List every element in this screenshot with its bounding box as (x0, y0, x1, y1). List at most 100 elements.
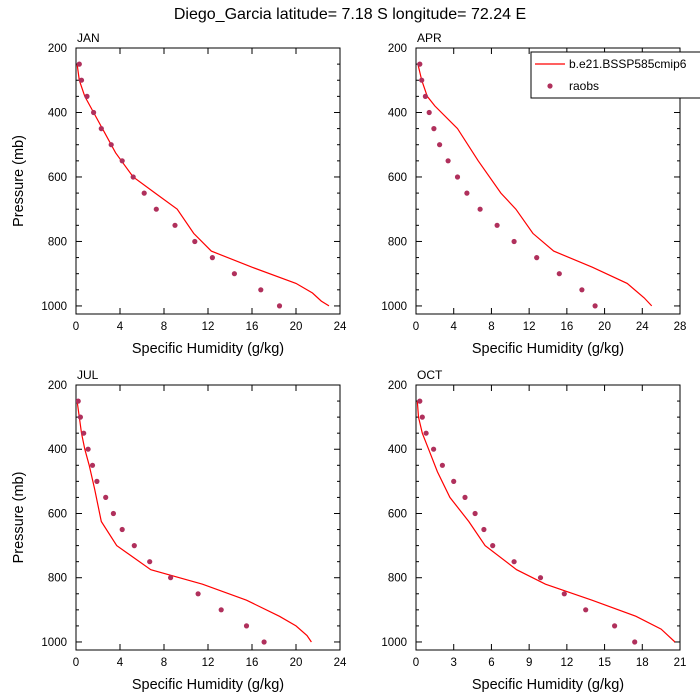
obs-point (431, 126, 437, 132)
obs-point (417, 398, 423, 404)
panel-label: JUL (77, 368, 99, 382)
obs-point (243, 623, 250, 629)
y-tick-label: 400 (388, 107, 407, 119)
x-axis-title: Specific Humidity (g/kg) (472, 677, 624, 693)
obs-point (612, 623, 618, 629)
obs-point (417, 61, 423, 67)
x-tick-label: 16 (246, 321, 259, 333)
obs-point (168, 575, 174, 581)
obs-point (209, 255, 215, 261)
obs-point (218, 607, 224, 613)
y-tick-label: 1000 (41, 637, 67, 649)
x-tick-label: 9 (526, 657, 532, 669)
x-axis-title: Specific Humidity (g/kg) (472, 341, 624, 357)
x-tick-label: 18 (636, 657, 649, 669)
panel-label: APR (417, 31, 442, 45)
x-tick-label: 12 (202, 657, 215, 669)
obs-point (85, 446, 91, 452)
x-tick-label: 15 (598, 657, 611, 669)
legend-box (530, 51, 700, 99)
panel-apr: APR 0 4 8 12 16 20 24 28 200 400 600 800 1000 Specific… (381, 31, 686, 357)
obs-point (439, 462, 445, 468)
y-tick-label: 200 (388, 43, 407, 55)
obs-point (534, 255, 540, 261)
obs-point (76, 61, 82, 67)
x-tick-label: 6 (488, 657, 494, 669)
obs-point (78, 77, 85, 83)
obs-point (437, 142, 443, 148)
x-axis-title: Specific Humidity (g/kg) (132, 677, 284, 693)
obs-point (556, 271, 562, 277)
x-tick-label: 0 (73, 321, 79, 333)
obs-point (431, 446, 437, 452)
obs-point (76, 398, 81, 404)
plot-frame (415, 384, 681, 651)
y-tick-label: 400 (48, 444, 67, 456)
obs-point (632, 639, 638, 645)
obs-point (89, 462, 96, 468)
data-area (417, 61, 653, 309)
obs-point (276, 303, 283, 309)
x-tick-label: 4 (451, 321, 458, 333)
obs-point (583, 607, 589, 613)
panel-label: OCT (417, 368, 443, 382)
panel-label: JAN (77, 31, 100, 45)
y-tick-label: 200 (48, 43, 67, 55)
obs-point (119, 526, 125, 533)
obs-point (119, 158, 125, 164)
obs-point (84, 93, 90, 99)
y-tick-label: 600 (388, 508, 407, 520)
x-tick-label: 16 (560, 321, 573, 333)
x-tick-label: 24 (334, 321, 347, 333)
panel-jan: JAN 0 4 8 12 16 20 24 200 400 600 800 1000 Specific H… (11, 31, 347, 357)
obs-point (91, 109, 97, 116)
obs-point (81, 430, 87, 436)
obs-point (494, 222, 500, 228)
plot-frame (75, 384, 341, 651)
obs-point (110, 510, 116, 517)
obs-point (108, 142, 114, 148)
obs-point (258, 287, 264, 293)
x-tick-label: 28 (674, 321, 687, 333)
data-area (416, 398, 676, 645)
y-tick-label: 600 (48, 172, 67, 184)
obs-point (579, 287, 585, 293)
model-line (76, 64, 330, 307)
x-tick-label: 20 (290, 321, 303, 333)
obs-point (451, 478, 457, 484)
obs-point (422, 93, 428, 99)
obs-point (462, 494, 468, 500)
data-area (76, 61, 330, 309)
x-tick-label: 4 (117, 321, 124, 333)
legend: b.e21.BSSP585cmip6 raobs (530, 51, 700, 99)
x-tick-label: 21 (674, 657, 687, 669)
x-tick-label: 0 (413, 657, 419, 669)
y-tick-label: 400 (388, 444, 407, 456)
obs-point (511, 238, 517, 245)
x-tick-label: 8 (161, 657, 167, 669)
legend-obs-label: raobs (569, 79, 599, 93)
obs-point (231, 271, 237, 277)
obs-point (131, 543, 137, 549)
obs-point (490, 543, 496, 549)
y-tick-label: 800 (48, 573, 67, 585)
figure-title: Diego_Garcia latitude= 7.18 S longitude=… (174, 6, 526, 23)
obs-point (77, 414, 83, 420)
model-line (76, 401, 312, 643)
legend-obs-swatch (547, 83, 553, 89)
y-tick-label: 400 (48, 107, 67, 119)
y-tick-label: 600 (48, 508, 67, 520)
obs-point (147, 559, 153, 565)
obs-point (419, 77, 425, 83)
y-axis-title: Pressure (mb) (11, 135, 27, 227)
obs-point (464, 190, 470, 196)
obs-point (195, 591, 201, 597)
obs-point (477, 206, 483, 212)
x-tick-label: 20 (290, 657, 303, 669)
x-tick-label: 0 (73, 657, 79, 669)
x-tick-label: 24 (334, 657, 347, 669)
x-tick-label: 8 (488, 321, 494, 333)
y-tick-label: 1000 (381, 301, 407, 313)
